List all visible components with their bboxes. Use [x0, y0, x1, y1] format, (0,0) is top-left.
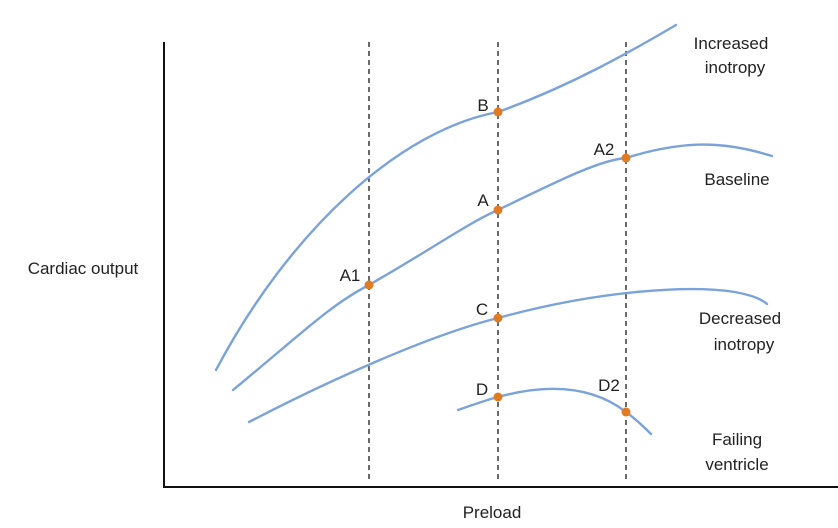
curve-baseline — [231, 143, 774, 392]
point-d — [493, 392, 503, 402]
curve-increased-inotropy — [214, 23, 678, 372]
point-label-d2: D2 — [598, 376, 620, 395]
point-b — [493, 107, 503, 117]
point-a2 — [621, 153, 631, 163]
curve-label-failing-line1: Failing — [712, 430, 762, 449]
curve-label-failing-line2: ventricle — [705, 455, 768, 474]
curve-label-baseline: Baseline — [704, 170, 769, 189]
point-a1 — [364, 280, 374, 290]
point-label-a1: A1 — [340, 266, 361, 285]
curve-decreased-inotropy — [247, 287, 769, 424]
curve-label-decreased-line1: Decreased — [699, 309, 781, 328]
point-c — [493, 313, 503, 323]
curve-label-increased-line2: inotropy — [705, 58, 766, 77]
point-d2 — [621, 407, 631, 417]
point-label-c: C — [476, 300, 488, 319]
curve-label-increased-line1: Increased — [694, 34, 769, 53]
point-label-d: D — [476, 380, 488, 399]
point-label-a: A — [477, 191, 489, 210]
y-axis-label: Cardiac output — [28, 259, 139, 278]
curve-label-decreased-line2: inotropy — [714, 335, 775, 354]
point-label-b: B — [477, 96, 488, 115]
point-a — [493, 205, 503, 215]
x-axis-label: Preload — [463, 503, 522, 522]
curve-failing-ventricle — [456, 387, 653, 436]
point-label-a2: A2 — [594, 140, 615, 159]
